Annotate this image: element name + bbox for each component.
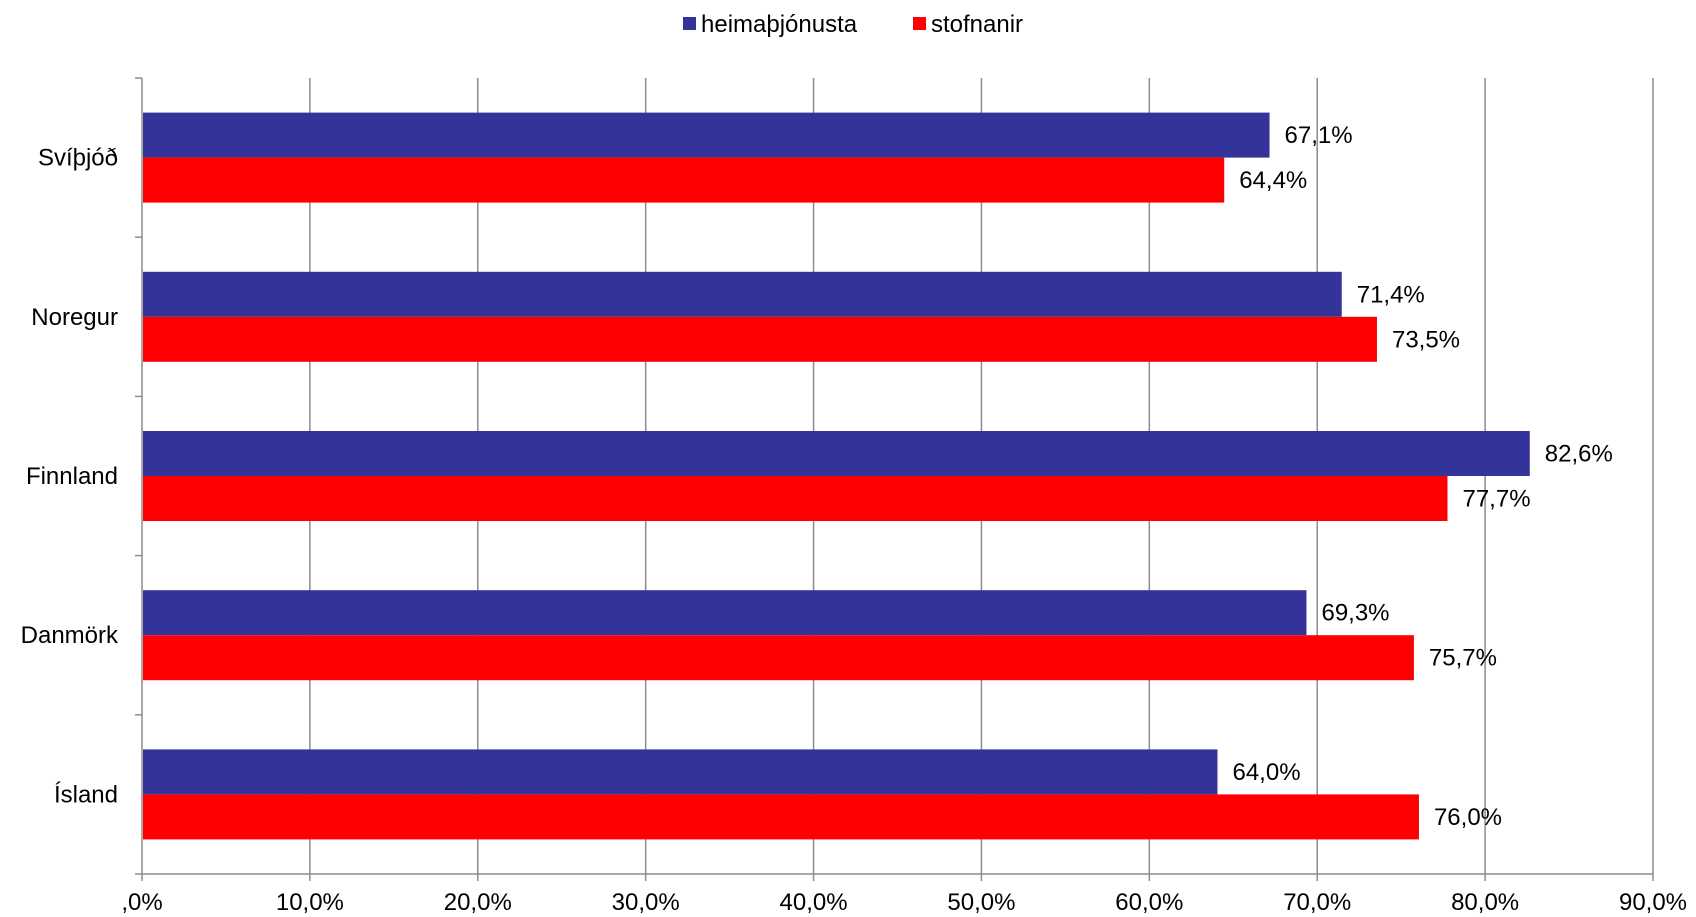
- category-label: Finnland: [26, 463, 118, 490]
- axes: [135, 77, 1654, 881]
- bar-stofnanir: [143, 794, 1419, 840]
- bar-stofnanir: [143, 316, 1377, 362]
- data-label: 64,4%: [1239, 167, 1307, 194]
- data-label: 69,3%: [1321, 600, 1389, 627]
- x-tick-label: 30,0%: [612, 889, 680, 916]
- bars: [143, 112, 1530, 840]
- x-tick-label: 50,0%: [947, 889, 1015, 916]
- data-label: 75,7%: [1429, 645, 1497, 672]
- bar-heimathjonusta: [143, 749, 1218, 795]
- x-tick-label: 40,0%: [780, 889, 848, 916]
- legend: heimaþjónusta stofnanir: [683, 11, 1023, 38]
- data-label: 64,0%: [1232, 759, 1300, 786]
- labels: ,0% 10,0% 20,0% 30,0% 40,0% 50,0% 60,0% 70,0% 80…: [21, 122, 1687, 916]
- data-label: 73,5%: [1392, 326, 1460, 353]
- bar-heimathjonusta: [143, 431, 1530, 476]
- category-label: Svíþjóð: [38, 145, 118, 172]
- bar-heimathjonusta: [143, 271, 1342, 317]
- legend-swatch: [913, 17, 926, 30]
- x-tick-label: 90,0%: [1619, 889, 1687, 916]
- bar-heimathjonusta: [143, 112, 1270, 158]
- data-label: 77,7%: [1462, 486, 1530, 513]
- legend-label: heimaþjónusta: [701, 11, 858, 38]
- x-tick-label: 60,0%: [1115, 889, 1183, 916]
- data-label: 71,4%: [1357, 281, 1425, 308]
- data-label: 76,0%: [1434, 804, 1502, 831]
- x-tick-label: 20,0%: [444, 889, 512, 916]
- category-label: Ísland: [54, 781, 118, 808]
- x-tick-label: 80,0%: [1451, 889, 1519, 916]
- x-tick-label: ,0%: [121, 889, 162, 916]
- category-label: Danmörk: [21, 622, 119, 649]
- data-label: 67,1%: [1285, 122, 1353, 149]
- x-tick-label: 70,0%: [1283, 889, 1351, 916]
- category-label: Noregur: [31, 304, 118, 331]
- bar-heimathjonusta: [143, 590, 1307, 636]
- legend-label: stofnanir: [931, 11, 1023, 38]
- legend-swatch: [683, 17, 696, 30]
- bar-stofnanir: [143, 157, 1225, 203]
- data-label: 82,6%: [1545, 441, 1613, 468]
- bar-stofnanir: [143, 476, 1448, 521]
- x-tick-label: 10,0%: [276, 889, 344, 916]
- bar-stofnanir: [143, 635, 1414, 681]
